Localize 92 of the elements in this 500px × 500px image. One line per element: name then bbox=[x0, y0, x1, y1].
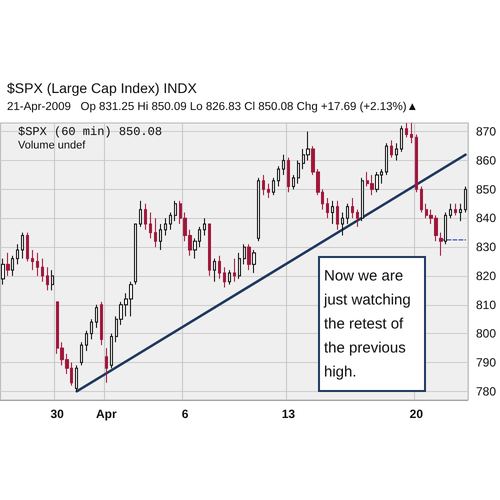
candlestick bbox=[257, 177, 260, 242]
candlestick bbox=[159, 223, 162, 250]
candlestick bbox=[213, 258, 216, 282]
candlestick bbox=[149, 212, 152, 239]
x-tick-label: 30 bbox=[50, 407, 64, 421]
candlestick bbox=[169, 212, 172, 230]
candlestick bbox=[139, 200, 142, 228]
y-tick-label: 860 bbox=[476, 154, 496, 168]
candlestick bbox=[346, 203, 349, 224]
y-tick-label: 800 bbox=[476, 326, 496, 341]
candlestick bbox=[336, 200, 339, 230]
candlestick bbox=[420, 186, 423, 213]
y-tick-label: 820 bbox=[476, 268, 496, 283]
candlestick bbox=[1, 258, 5, 286]
candlestick bbox=[90, 318, 93, 340]
candlestick bbox=[375, 172, 379, 193]
candlestick bbox=[95, 304, 98, 328]
x-tick-label: 20 bbox=[410, 407, 424, 421]
candlestick bbox=[26, 232, 29, 262]
candlestick bbox=[331, 200, 334, 224]
candlestick bbox=[272, 177, 275, 196]
candlestick bbox=[100, 301, 103, 346]
candlestick bbox=[223, 266, 226, 288]
candlestick bbox=[287, 157, 290, 193]
candlestick bbox=[326, 198, 329, 219]
candlestick bbox=[361, 177, 364, 222]
candlestick bbox=[85, 330, 88, 352]
candlestick bbox=[80, 342, 83, 366]
candlestick bbox=[282, 154, 285, 176]
y-tick-label: 850 bbox=[476, 182, 496, 196]
candlestick bbox=[144, 203, 147, 230]
annotation: $SPX (60 min) 850.08 bbox=[18, 125, 162, 139]
candlestick bbox=[154, 218, 157, 248]
y-tick-label: 780 bbox=[476, 384, 496, 398]
candlestick bbox=[6, 252, 10, 276]
candlestick bbox=[415, 134, 418, 193]
candlestick bbox=[238, 252, 241, 280]
x-tick-label: 13 bbox=[282, 407, 296, 421]
candlestick bbox=[252, 249, 256, 274]
candlestick bbox=[16, 244, 19, 265]
candlestick bbox=[233, 258, 236, 282]
annotation: Now we are just watching the retest of the previous high. bbox=[323, 268, 415, 380]
y-tick-label: 830 bbox=[476, 240, 496, 254]
candlestick bbox=[267, 183, 270, 199]
candlestick bbox=[110, 333, 113, 369]
x-tick-label: 6 bbox=[182, 407, 189, 421]
candlestick bbox=[247, 244, 251, 271]
candlestick bbox=[439, 232, 443, 256]
y-tick-label: 810 bbox=[476, 298, 496, 312]
chart-title: $SPX (Large Cap Index) INDX bbox=[7, 80, 198, 96]
candlestick bbox=[277, 166, 280, 187]
candlestick bbox=[410, 122, 413, 144]
candlestick bbox=[51, 270, 54, 291]
candlestick bbox=[297, 160, 300, 184]
candlestick bbox=[75, 364, 78, 392]
y-tick-label: 790 bbox=[476, 355, 496, 370]
candlestick bbox=[390, 140, 393, 158]
candlestick bbox=[105, 348, 108, 384]
candlestick bbox=[203, 218, 206, 236]
candlestick bbox=[449, 203, 452, 219]
candlestick bbox=[228, 270, 231, 286]
candlestick bbox=[370, 174, 374, 196]
candlestick bbox=[36, 252, 39, 276]
candlestick bbox=[208, 223, 211, 276]
candlestick bbox=[134, 223, 137, 286]
candlestick bbox=[395, 142, 398, 162]
candlestick bbox=[400, 125, 403, 152]
candlestick bbox=[262, 174, 265, 196]
y-tick-label: 840 bbox=[476, 211, 496, 226]
candlestick bbox=[41, 258, 44, 282]
chart-subtitle: 21-Apr-2009 Op 831.25 Hi 850.09 Lo 826.83 Cl 850.08 Chg +17.69 (+2.13%)▲ bbox=[7, 101, 418, 113]
candlestick bbox=[21, 232, 24, 260]
candlestick bbox=[46, 266, 49, 291]
candlestick bbox=[164, 218, 167, 236]
x-tick-label: Apr bbox=[96, 407, 117, 421]
candlestick bbox=[405, 122, 408, 138]
candlestick bbox=[243, 244, 246, 265]
candlestick bbox=[174, 200, 177, 222]
candlestick bbox=[351, 198, 354, 219]
candlestick bbox=[356, 209, 359, 228]
candlestick bbox=[464, 186, 467, 213]
candlestick bbox=[341, 212, 344, 236]
candlestick bbox=[292, 174, 295, 190]
candlestick bbox=[385, 142, 388, 176]
candlestick bbox=[31, 249, 34, 271]
candlestick bbox=[11, 255, 14, 276]
annotation: Volume undef bbox=[18, 140, 86, 152]
y-tick-label: 870 bbox=[476, 124, 496, 139]
candlestick bbox=[444, 212, 447, 245]
candlestick bbox=[454, 203, 457, 216]
candlestick bbox=[459, 203, 462, 222]
candlestick bbox=[218, 255, 221, 280]
